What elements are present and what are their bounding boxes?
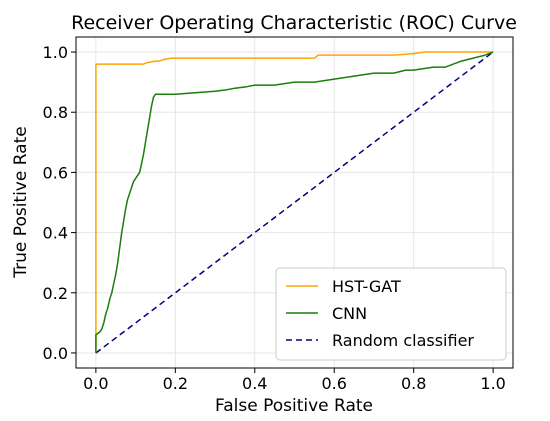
y-tick-label: 0.6 [43, 163, 68, 182]
series-group [95, 51, 494, 354]
y-tick-label: 0.2 [43, 284, 68, 303]
legend-label: CNN [332, 304, 367, 323]
plot-frame [75, 36, 514, 369]
grid [76, 37, 513, 368]
x-tick-label: 0.2 [163, 374, 188, 393]
y-tick-label: 0.8 [43, 103, 68, 122]
series-line-cnn [95, 51, 494, 353]
x-tick-label: 0.6 [322, 374, 347, 393]
y-axis-label: True Positive Rate [11, 126, 31, 278]
legend-label: Random classifier [332, 331, 474, 350]
y-tick-label: 0.4 [43, 224, 68, 243]
x-axis: 0.0 0.2 0.4 0.6 0.8 1.0 [83, 368, 506, 393]
legend-label: HST-GAT [332, 277, 401, 296]
x-tick-label: 0.0 [83, 374, 108, 393]
legend-box [275, 267, 507, 361]
x-axis-label: False Positive Rate [215, 396, 373, 416]
x-tick-label: 1.0 [480, 374, 505, 393]
y-tick-label: 0.0 [43, 344, 68, 363]
legend: HST-GAT CNN Random classifier [275, 267, 507, 361]
x-tick-label: 0.4 [242, 374, 267, 393]
x-tick-label: 0.8 [401, 374, 426, 393]
series-line-hst-gat [95, 51, 494, 353]
chart-title: Receiver Operating Characteristic (ROC) … [71, 12, 517, 34]
series-line-random-classifier [95, 51, 494, 354]
y-tick-label: 1.0 [43, 43, 68, 62]
y-axis: 0.0 0.2 0.4 0.6 0.8 1.0 [43, 43, 76, 363]
